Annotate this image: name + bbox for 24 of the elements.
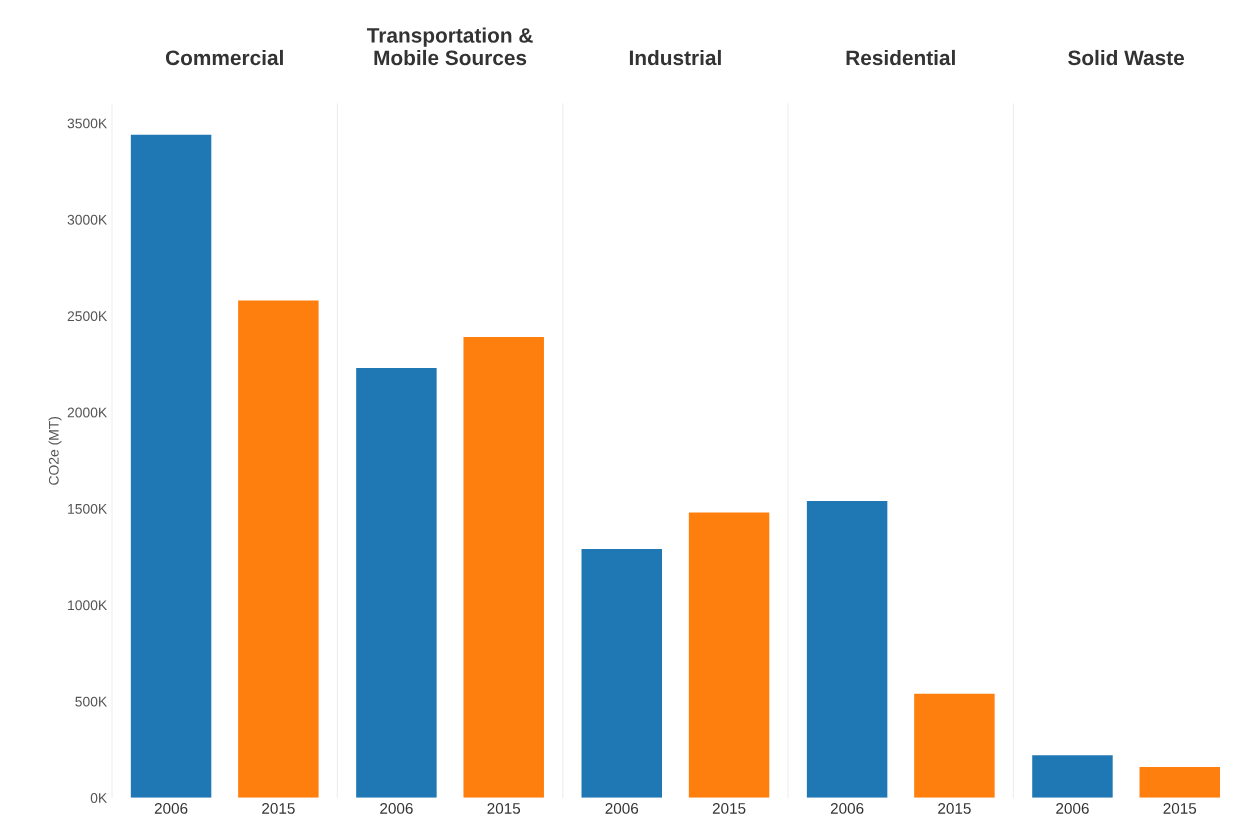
- y-tick-label: 2500K: [67, 311, 108, 322]
- chart-title: Solid Waste: [1068, 49, 1185, 66]
- x-tick-label: 2006: [1056, 803, 1089, 814]
- x-tick-label: 2015: [1163, 803, 1197, 814]
- x-tick-label: 2015: [712, 803, 746, 814]
- chart-title: Residential: [846, 49, 955, 66]
- x-tick-label: 2006: [605, 803, 639, 814]
- y-tick-label: 0K: [90, 793, 108, 803]
- y-tick-label: 1000K: [68, 600, 108, 611]
- x-tick-label: 2015: [262, 803, 295, 814]
- y-tick-label: 3500K: [67, 118, 108, 129]
- x-tick-label: 2015: [487, 803, 521, 814]
- x-tick-label: 2006: [830, 803, 864, 814]
- chart-title: Industrial: [629, 49, 721, 66]
- y-tick-label: 2000K: [67, 407, 108, 418]
- y-tick-label: 3000K: [67, 214, 108, 225]
- x-tick-label: 2015: [938, 803, 971, 814]
- y-axis-title: CO2e (MT): [48, 416, 62, 485]
- chart-title: Transportation & Mobile Sources: [366, 27, 533, 66]
- chart-title: Commercial: [165, 49, 283, 66]
- y-tick-label: 500K: [75, 696, 108, 707]
- x-tick-label: 2006: [154, 803, 188, 814]
- y-tick-label: 1500K: [68, 503, 108, 514]
- x-tick-label: 2006: [380, 803, 413, 814]
